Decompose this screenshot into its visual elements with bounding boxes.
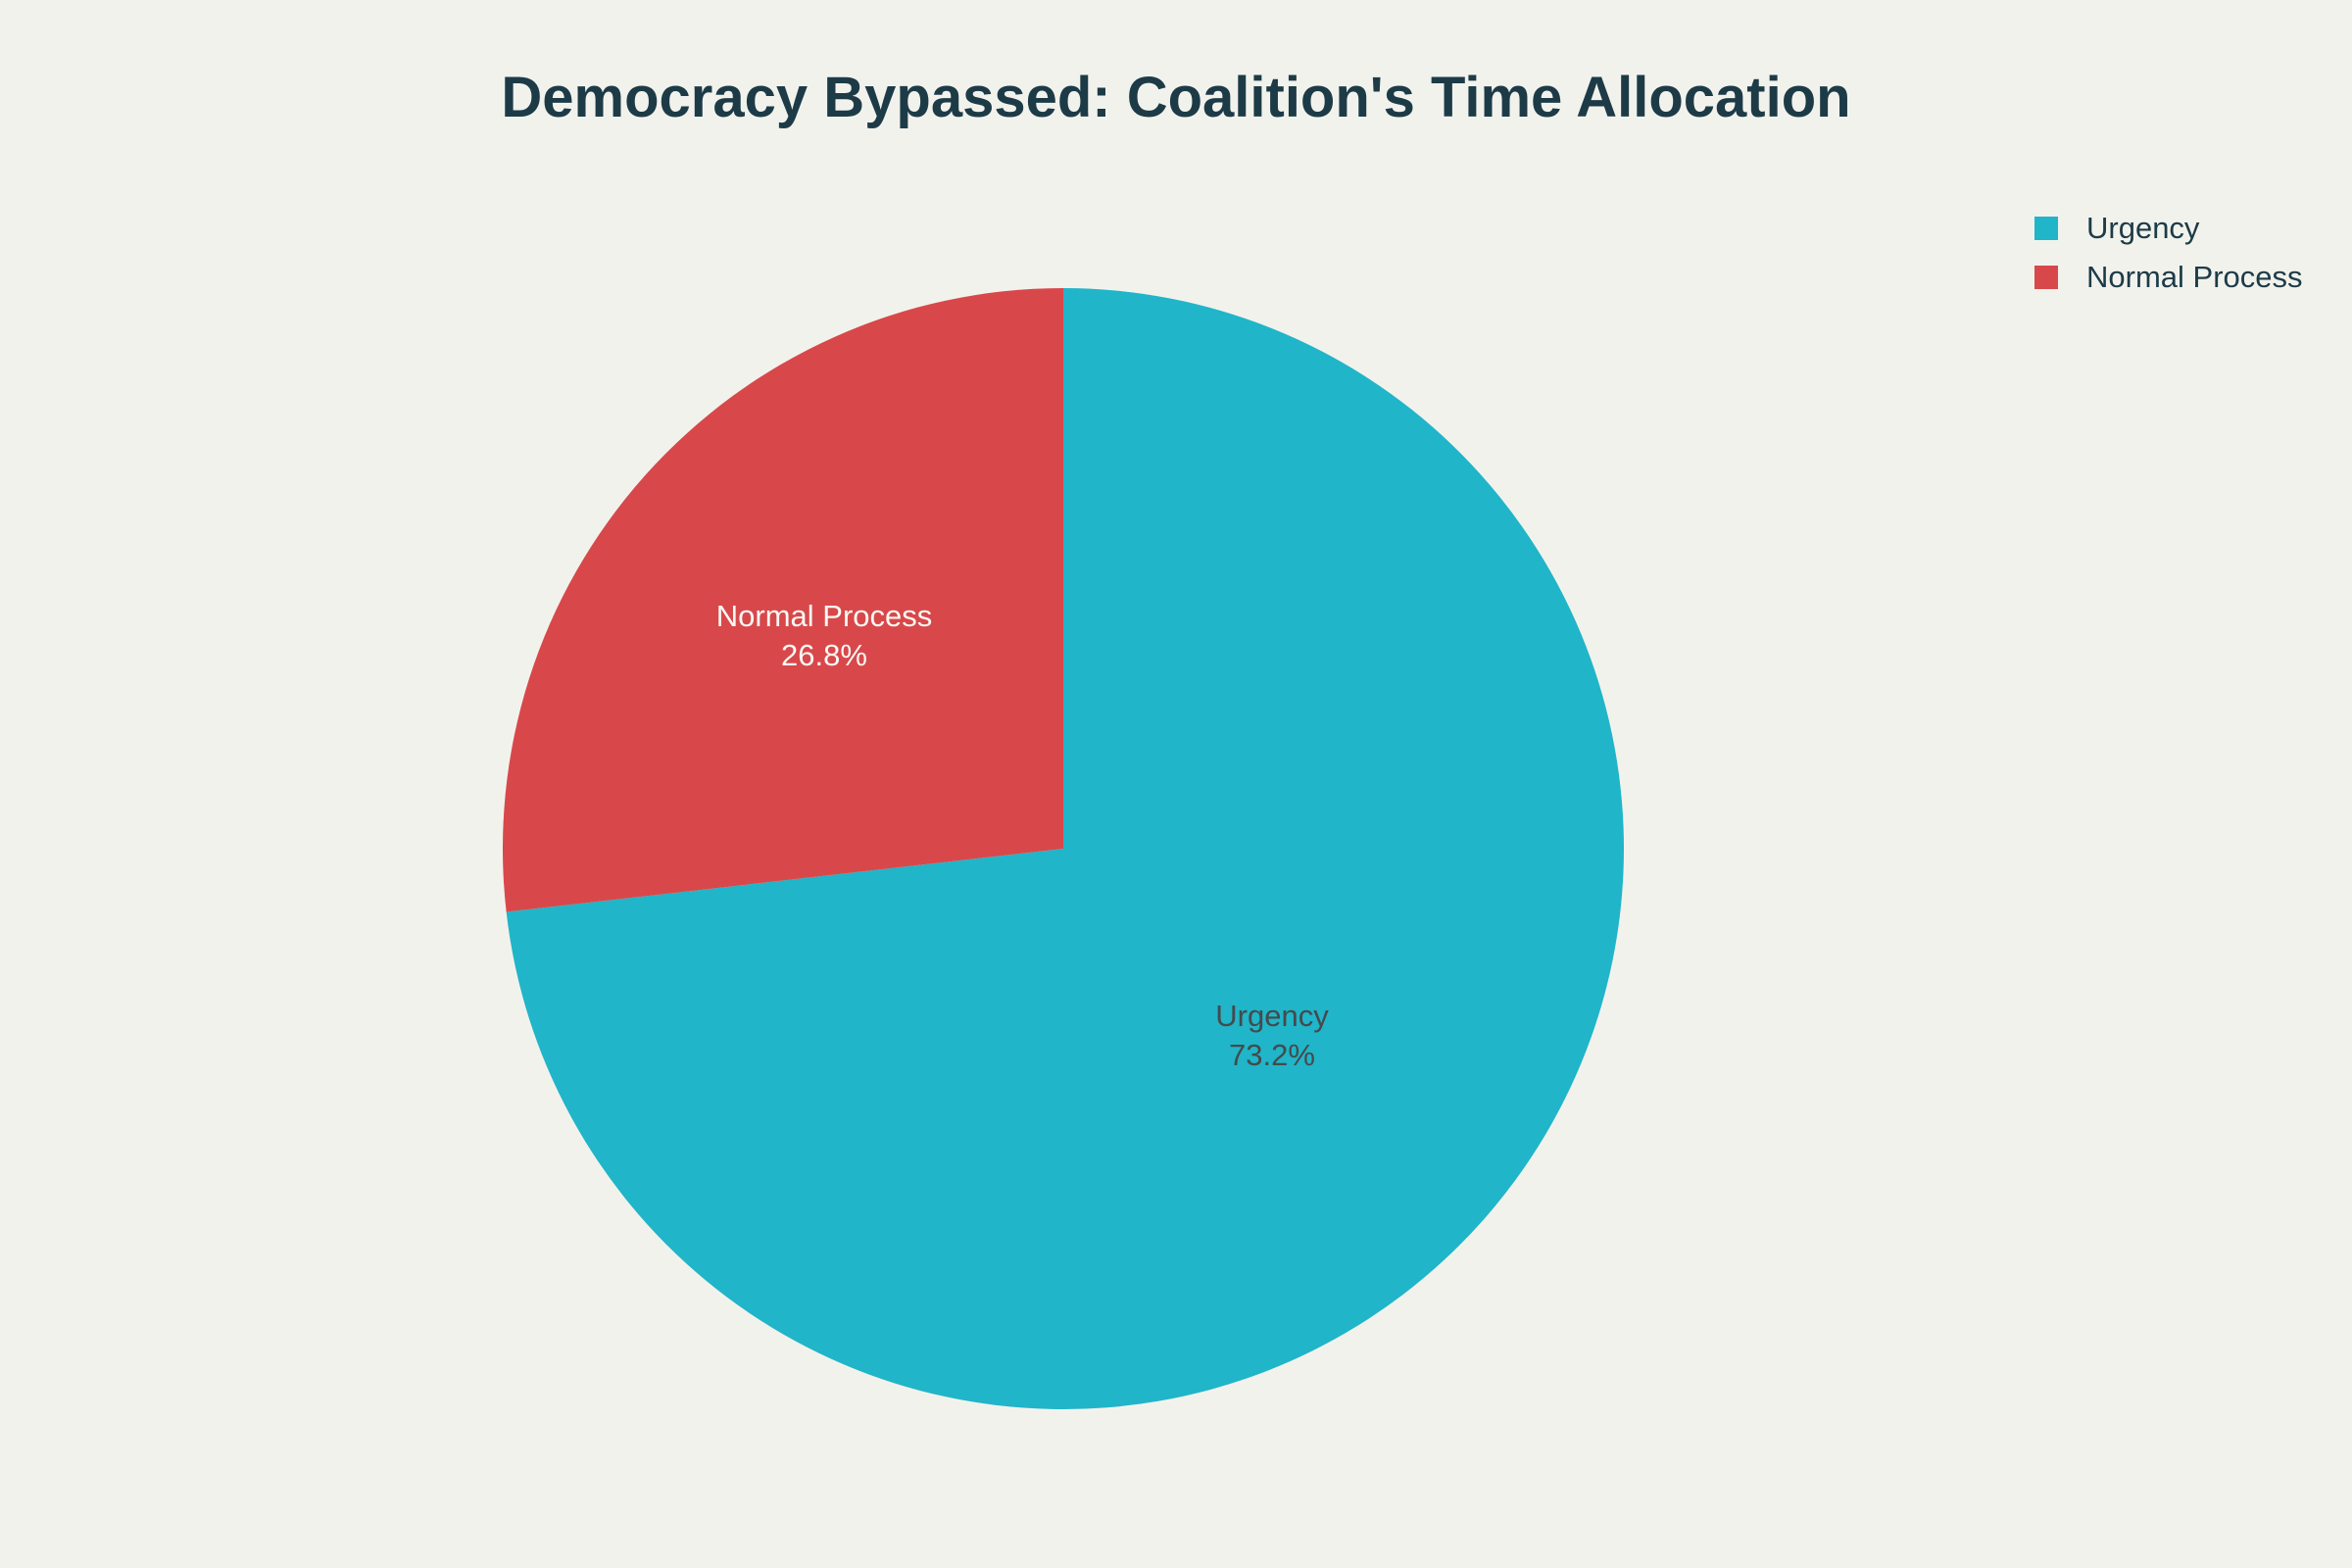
legend-label-normal-process: Normal Process	[2086, 260, 2303, 294]
pie-svg	[503, 288, 1624, 1409]
pie	[503, 288, 1624, 1409]
chart-title: Democracy Bypassed: Coalition's Time All…	[501, 66, 1851, 129]
legend-item-urgency[interactable]: Urgency	[2034, 211, 2303, 246]
legend-item-normal-process[interactable]: Normal Process	[2034, 260, 2303, 295]
legend-label-urgency: Urgency	[2086, 211, 2200, 245]
legend-swatch-normal-process-icon	[2034, 266, 2058, 289]
legend: Urgency Normal Process	[2034, 211, 2303, 295]
pie-slice-normal-process[interactable]	[503, 288, 1063, 912]
pie-slice-urgency[interactable]	[506, 288, 1624, 1409]
legend-swatch-urgency-icon	[2034, 217, 2058, 240]
